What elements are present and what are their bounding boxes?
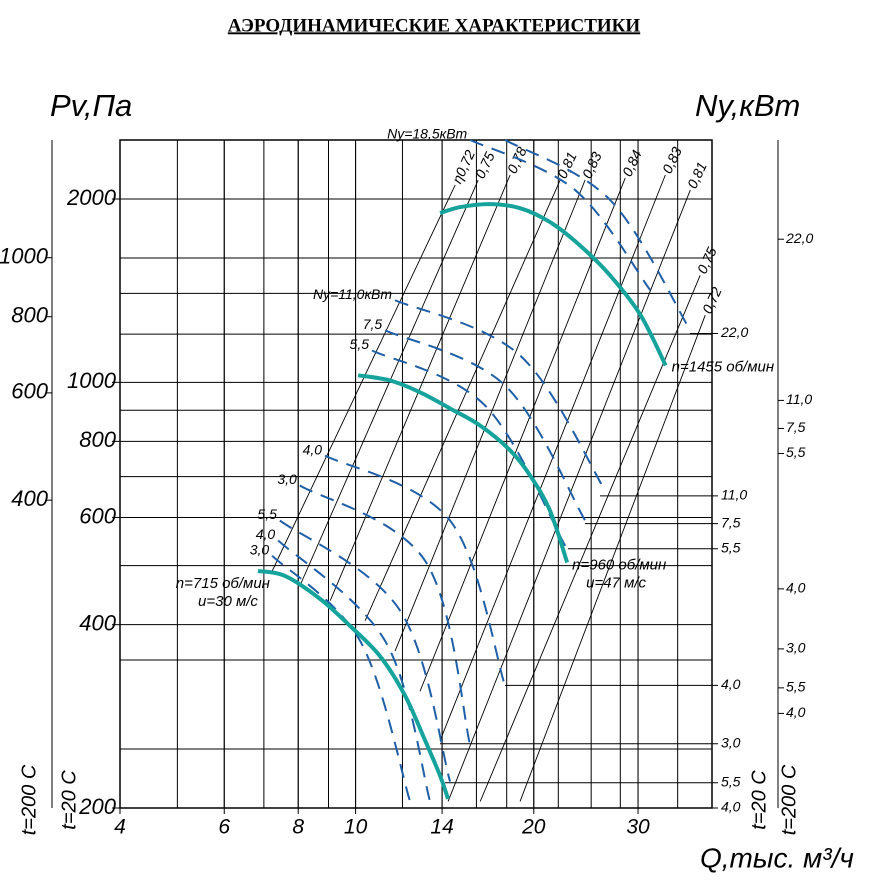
- power-label: 4,0: [303, 441, 323, 457]
- x-tick-label: 30: [626, 816, 650, 839]
- power-curve: [279, 519, 452, 782]
- side-label: t=20 С: [58, 770, 80, 830]
- plot-frame: [119, 139, 713, 809]
- fan-curve: [257, 569, 450, 800]
- efficiency-label: 0,81: [684, 159, 710, 190]
- side-label: t=200 С: [778, 764, 800, 835]
- power-curve: [504, 139, 692, 331]
- ny-tick-label: 11,0: [786, 391, 812, 407]
- x-tick-label: 14: [430, 816, 453, 839]
- fan-curve: [357, 373, 570, 564]
- y-axis-label: Pv,Па: [50, 88, 132, 123]
- x-tick-label: 8: [292, 816, 304, 839]
- ny-tick-label: 3,0: [721, 734, 741, 750]
- efficiency-line: [479, 275, 701, 802]
- fan-curve: [439, 202, 668, 367]
- power-curve: [394, 299, 607, 492]
- side-label: t=20 С: [748, 770, 770, 830]
- y-tick-label: 800: [79, 427, 116, 452]
- power-label: 3,0: [250, 542, 270, 558]
- efficiency-line: [271, 184, 456, 572]
- efficiency-line: [329, 174, 511, 601]
- y-tick-label: 2000: [66, 185, 117, 210]
- ny-tick-label: 7,5: [786, 419, 806, 435]
- fan-label: n=960 об/мин: [572, 556, 666, 573]
- power-curve: [277, 539, 432, 802]
- power-label: 3,0: [277, 471, 297, 487]
- ny-tick-label: 4,0: [721, 799, 741, 815]
- y-tick-label: 1000: [67, 368, 117, 393]
- power-label: 4,0: [256, 526, 276, 542]
- chart-title: АЭРОДИНАМИЧЕСКИЕ ХАРАКТЕРИСТИКИ: [228, 15, 641, 36]
- efficiency-line: [419, 177, 626, 692]
- y-tick-label: 400: [79, 610, 116, 635]
- y2-tick-label: 600: [11, 379, 48, 404]
- efficiency-label: 0,78: [504, 144, 530, 176]
- ny-tick-label: 22,0: [720, 324, 748, 340]
- efficiency-line: [447, 189, 691, 802]
- efficiency-line: [299, 179, 479, 587]
- fan-note: u=47 м/с: [586, 574, 646, 591]
- power-curve: [299, 484, 472, 747]
- ny-tick-label: 4,0: [786, 704, 806, 720]
- fan-label: n=715 об/мин: [176, 575, 270, 592]
- power-curve: [371, 349, 567, 547]
- power-curve: [324, 454, 507, 687]
- efficiency-label: η0,72: [449, 147, 478, 186]
- ny-tick-label: 22,0: [785, 230, 813, 246]
- y-tick-label: 200: [78, 794, 116, 819]
- power-curve: [271, 555, 412, 802]
- power-label: 5,5: [257, 506, 277, 522]
- ny-tick-label: 5,5: [721, 773, 741, 789]
- ny-tick-label: 4,0: [721, 676, 741, 692]
- efficiency-label: 0,83: [659, 144, 685, 176]
- power-curve: [384, 329, 586, 522]
- ny-tick-label: 5,5: [721, 539, 741, 555]
- y-tick-label: 600: [79, 503, 116, 528]
- power-label: Ny=11,0кВт: [313, 286, 392, 302]
- y2-axis-label: Ny,кВт: [695, 88, 800, 123]
- power-curve: [469, 139, 652, 291]
- x-tick-label: 20: [521, 816, 546, 839]
- efficiency-line: [519, 315, 706, 802]
- efficiency-label: 0,83: [579, 149, 605, 181]
- x-tick-label: 4: [114, 816, 126, 839]
- ny-tick-label: 3,0: [786, 640, 806, 656]
- fan-label: n=1455 об/мин: [672, 358, 774, 375]
- power-label: 5,5: [350, 336, 370, 352]
- y2-tick-label: 800: [11, 303, 48, 328]
- fan-note: u=30 м/с: [198, 593, 258, 610]
- side-label: t=200 С: [18, 764, 40, 835]
- efficiency-label: 0,72: [699, 284, 725, 316]
- efficiency-label: 0,84: [619, 147, 645, 179]
- y2-tick-label: 400: [11, 486, 48, 511]
- efficiency-line: [394, 179, 586, 652]
- x-tick-label: 10: [344, 816, 368, 839]
- ny-tick-label: 11,0: [721, 487, 747, 503]
- ny-tick-label: 5,5: [786, 444, 806, 460]
- efficiency-line: [364, 179, 561, 621]
- x-axis-label: Q,тыс. м³/ч: [700, 842, 854, 873]
- power-label: Ny=18,5кВт: [387, 126, 467, 142]
- efficiency-label: 0,75: [694, 244, 720, 276]
- ny-tick-label: 5,5: [786, 679, 806, 695]
- x-tick-label: 6: [218, 816, 230, 839]
- ny-tick-label: 4,0: [786, 580, 806, 596]
- y2-tick-label: 1000: [0, 243, 49, 268]
- ny-tick-label: 7,5: [721, 514, 741, 530]
- power-label: 7,5: [363, 316, 383, 332]
